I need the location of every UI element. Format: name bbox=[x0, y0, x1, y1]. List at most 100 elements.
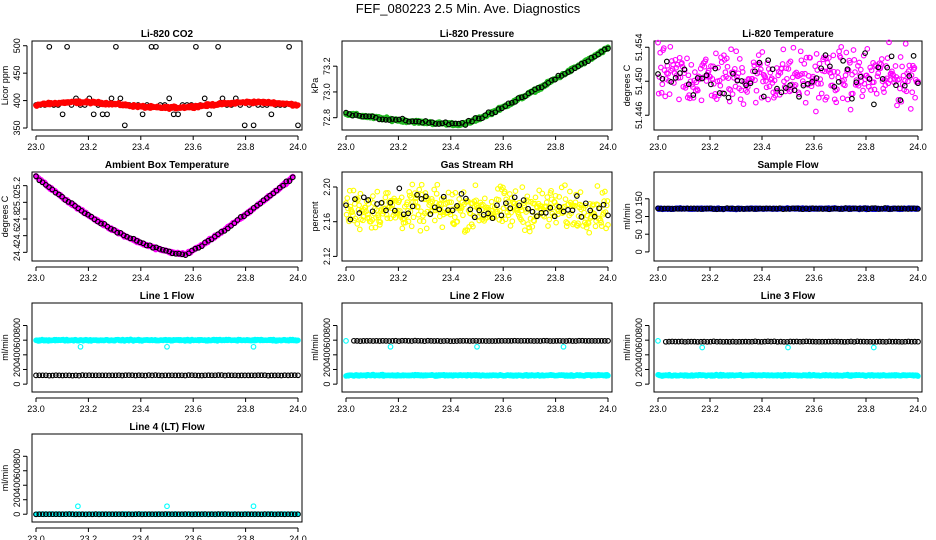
data-point bbox=[285, 511, 291, 518]
data-point bbox=[439, 120, 446, 127]
data-point bbox=[909, 89, 916, 96]
data-point bbox=[261, 511, 268, 517]
y-tick-label: 400 bbox=[12, 478, 22, 493]
data-point bbox=[162, 511, 169, 517]
data-point bbox=[857, 338, 864, 345]
data-point bbox=[172, 372, 179, 379]
data-point bbox=[682, 85, 689, 91]
data-point bbox=[655, 205, 661, 212]
data-point bbox=[589, 338, 595, 344]
data-point bbox=[521, 337, 528, 344]
series-raw bbox=[662, 338, 921, 345]
y-tick-label: 200 bbox=[322, 362, 332, 377]
data-point bbox=[714, 338, 720, 345]
data-point bbox=[104, 111, 110, 118]
data-point bbox=[569, 338, 576, 344]
data-point bbox=[198, 243, 205, 249]
data-point bbox=[725, 94, 732, 101]
data-point bbox=[860, 338, 867, 345]
x-tick-label: 23.8 bbox=[237, 142, 255, 152]
data-point bbox=[163, 247, 169, 254]
data-point bbox=[807, 54, 813, 61]
x-tick-label: 23.8 bbox=[547, 273, 565, 283]
x-tick-label: 24.0 bbox=[909, 142, 927, 152]
data-point bbox=[780, 46, 787, 53]
data-point bbox=[725, 75, 732, 81]
data-point bbox=[250, 503, 257, 510]
data-point bbox=[255, 511, 262, 518]
data-point bbox=[474, 343, 480, 350]
data-point bbox=[416, 218, 423, 224]
data-point bbox=[111, 227, 117, 233]
data-point bbox=[62, 372, 69, 379]
figure-title: FEF_080223 2.5 Min. Ave. Diagnostics bbox=[355, 1, 581, 16]
data-point bbox=[79, 372, 86, 378]
data-point bbox=[734, 205, 740, 212]
y-tick-label: 400 bbox=[12, 347, 22, 362]
data-point bbox=[252, 372, 258, 379]
data-point bbox=[666, 91, 673, 97]
data-point bbox=[185, 511, 192, 518]
data-point bbox=[412, 198, 419, 205]
data-point bbox=[232, 511, 238, 518]
data-point bbox=[228, 372, 235, 379]
data-point bbox=[896, 76, 903, 82]
data-point bbox=[537, 338, 544, 344]
data-point bbox=[193, 43, 199, 50]
x-tick-label: 23.2 bbox=[80, 404, 98, 414]
data-point bbox=[848, 338, 854, 345]
data-point bbox=[518, 338, 524, 344]
data-point bbox=[389, 338, 396, 344]
x-tick-label: 23.0 bbox=[27, 404, 45, 414]
data-point bbox=[215, 372, 222, 378]
data-point bbox=[132, 511, 139, 518]
x-tick-label: 23.8 bbox=[237, 404, 255, 414]
y-tick-label: 600 bbox=[12, 463, 22, 478]
data-point bbox=[369, 208, 376, 215]
data-point bbox=[460, 212, 466, 219]
data-point bbox=[392, 117, 399, 123]
data-point bbox=[766, 83, 773, 90]
data-point bbox=[815, 94, 822, 101]
data-point bbox=[250, 343, 257, 350]
data-point bbox=[678, 338, 685, 345]
data-point bbox=[273, 187, 280, 194]
data-point bbox=[96, 511, 102, 518]
data-point bbox=[498, 212, 505, 219]
data-point bbox=[760, 78, 766, 85]
data-point bbox=[764, 60, 771, 66]
data-point bbox=[801, 60, 808, 67]
data-point bbox=[915, 80, 921, 87]
x-tick-label: 24.0 bbox=[599, 273, 617, 283]
data-point bbox=[502, 337, 508, 344]
data-point bbox=[387, 343, 394, 350]
data-point bbox=[836, 48, 842, 55]
data-point bbox=[414, 191, 420, 198]
data-point bbox=[234, 217, 241, 223]
data-point bbox=[880, 338, 886, 345]
chart-title: Li-820 Pressure bbox=[440, 29, 515, 40]
data-point bbox=[286, 178, 293, 184]
data-point bbox=[90, 111, 97, 118]
data-point bbox=[813, 51, 820, 57]
y-tick-label: 400 bbox=[634, 347, 644, 362]
data-point bbox=[867, 338, 873, 345]
data-point bbox=[739, 338, 746, 345]
y-tick-label: 800 bbox=[634, 318, 644, 333]
y-tick-label: 100 bbox=[634, 209, 644, 224]
x-tick-label: 23.0 bbox=[27, 142, 45, 152]
data-point bbox=[757, 66, 764, 73]
series-raw bbox=[351, 337, 611, 344]
data-point bbox=[68, 200, 75, 206]
data-point bbox=[818, 90, 825, 97]
data-point bbox=[744, 206, 750, 212]
data-point bbox=[792, 82, 799, 88]
data-point bbox=[402, 337, 409, 344]
data-point bbox=[689, 84, 696, 90]
data-point bbox=[139, 111, 146, 118]
y-tick-label: 0 bbox=[634, 382, 644, 387]
data-point bbox=[427, 211, 434, 217]
